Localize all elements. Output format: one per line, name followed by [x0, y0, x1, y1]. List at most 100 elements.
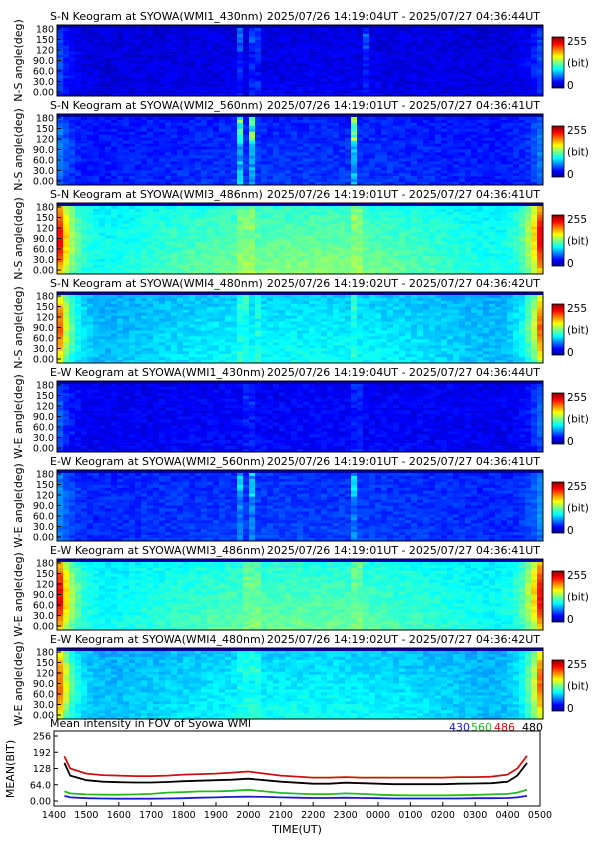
heatmap-cell: [231, 211, 238, 216]
heatmap-cell: [291, 223, 298, 227]
heatmap-cell: [243, 173, 250, 177]
heatmap-cell: [57, 125, 64, 130]
heatmap-cell: [267, 66, 274, 70]
heatmap-cell: [303, 253, 310, 257]
heatmap-cell: [93, 87, 100, 91]
heatmap-cell: [207, 217, 214, 222]
heatmap-cell: [261, 78, 268, 82]
heatmap-cell: [369, 140, 376, 144]
heatmap-cell: [273, 54, 280, 58]
heatmap-cell: [459, 134, 466, 138]
heatmap-cell: [525, 152, 532, 156]
heatmap-cell: [321, 205, 328, 210]
heatmap-cell: [123, 33, 130, 38]
heatmap-cell: [123, 268, 130, 272]
heatmap-cell: [525, 33, 532, 38]
heatmap-cell: [417, 170, 424, 174]
heatmap-cell: [135, 158, 142, 162]
heatmap-cell: [291, 155, 298, 159]
heatmap-cell: [243, 262, 250, 266]
heatmap-cell: [279, 63, 286, 67]
heatmap-cell: [483, 149, 490, 153]
heatmap-cell: [309, 45, 316, 49]
heatmap-cell: [87, 152, 94, 156]
heatmap-cell: [57, 134, 64, 138]
heatmap-cell: [303, 241, 310, 245]
heatmap-cell: [477, 57, 484, 61]
heatmap-cell: [63, 232, 70, 236]
heatmap-cell: [243, 84, 250, 88]
heatmap-cell: [135, 268, 142, 272]
heatmap-cell: [273, 51, 280, 55]
heatmap-cell: [417, 33, 424, 38]
heatmap-cell: [81, 238, 88, 242]
heatmap-cell: [411, 42, 418, 47]
heatmap-cell: [117, 238, 124, 242]
heatmap-cell: [183, 45, 190, 49]
heatmap-cell: [513, 155, 520, 159]
heatmap-cell: [213, 238, 220, 242]
heatmap-cell: [375, 146, 382, 150]
heatmap-cell: [87, 137, 94, 141]
heatmap-cell: [249, 271, 256, 275]
heatmap-cell: [429, 57, 436, 61]
heatmap-cell: [489, 69, 496, 73]
heatmap-cell: [399, 114, 406, 118]
heatmap-cell: [321, 84, 328, 88]
heatmap-cell: [237, 170, 244, 174]
heatmap-cell: [135, 84, 142, 88]
heatmap-cell: [249, 256, 256, 260]
colorbar: [551, 36, 565, 89]
heatmap-cell: [81, 173, 88, 177]
heatmap-cell: [513, 48, 520, 52]
heatmap-cell: [369, 45, 376, 49]
heatmap-cell: [297, 78, 304, 82]
heatmap-cell: [171, 39, 178, 44]
heatmap-cell: [135, 90, 142, 94]
heatmap-cell: [381, 48, 388, 52]
heatmap-cell: [423, 182, 430, 186]
heatmap-cell: [105, 119, 112, 124]
heatmap-cell: [249, 179, 256, 183]
heatmap-cell: [111, 125, 118, 130]
heatmap-cell: [249, 66, 256, 70]
heatmap-cell: [69, 63, 76, 67]
heatmap-cell: [399, 173, 406, 177]
heatmap-cell: [423, 63, 430, 67]
heatmap-cell: [255, 128, 262, 133]
heatmap-cell: [309, 155, 316, 159]
heatmap-cell: [219, 114, 226, 118]
heatmap-cell: [213, 179, 220, 183]
heatmap-cell: [81, 134, 88, 138]
heatmap-cell: [345, 90, 352, 94]
heatmap-cell: [63, 173, 70, 177]
heatmap-cell: [471, 143, 478, 147]
heatmap-cell: [63, 208, 70, 213]
heatmap-cell: [213, 84, 220, 88]
heatmap-cell: [291, 143, 298, 147]
heatmap-cell: [453, 33, 460, 38]
heatmap-cell: [207, 164, 214, 168]
heatmap-cell: [81, 90, 88, 94]
heatmap-cell: [249, 119, 256, 124]
heatmap-cell: [57, 143, 64, 147]
heatmap-cell: [393, 167, 400, 171]
heatmap-cell: [315, 45, 322, 49]
keogram-y-axis-label: N-S angle(deg): [12, 108, 25, 191]
heatmap-cell: [219, 57, 226, 61]
heatmap-cell: [105, 161, 112, 165]
heatmap-cell: [117, 119, 124, 124]
heatmap-cell: [135, 119, 142, 124]
heatmap-cell: [507, 36, 514, 41]
heatmap-cell: [225, 229, 232, 233]
heatmap-cell: [69, 60, 76, 64]
heatmap-cell: [81, 78, 88, 82]
heatmap-cell: [87, 78, 94, 82]
heatmap-cell: [129, 81, 136, 85]
heatmap-cell: [309, 114, 316, 118]
heatmap-cell: [129, 208, 136, 213]
heatmap-cell: [507, 143, 514, 147]
heatmap-cell: [171, 179, 178, 183]
heatmap-cell: [159, 161, 166, 165]
heatmap-cell: [519, 87, 526, 91]
